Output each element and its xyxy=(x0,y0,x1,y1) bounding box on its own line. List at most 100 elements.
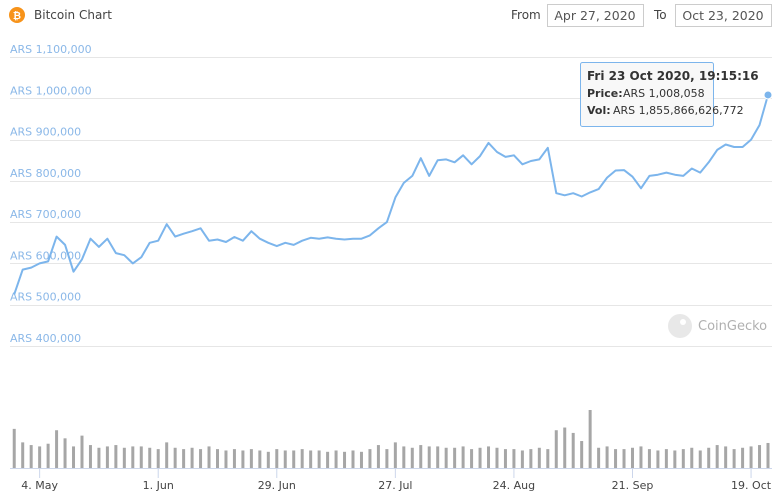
volume-bar xyxy=(139,446,143,468)
volume-bar xyxy=(503,449,507,468)
volume-bar xyxy=(249,449,253,468)
volume-bar xyxy=(309,450,313,468)
bitcoin-symbol: ₿ xyxy=(13,10,21,22)
volume-bar xyxy=(690,447,694,468)
y-tick-label: ARS 900,000 xyxy=(10,126,81,139)
volume-bar xyxy=(215,449,219,468)
volume-bar xyxy=(741,447,745,468)
x-tick-label: 4. May xyxy=(21,479,58,492)
volume-bar xyxy=(478,447,482,468)
x-tick-label: 1. Jun xyxy=(143,479,174,492)
volume-bar xyxy=(715,445,719,468)
volume-bar xyxy=(681,449,685,468)
y-tick-label: ARS 500,000 xyxy=(10,291,81,304)
volume-bar xyxy=(749,446,753,468)
volume-bar xyxy=(182,449,186,468)
volume-bar xyxy=(326,451,330,468)
volume-bar xyxy=(207,446,211,468)
volume-bar xyxy=(410,447,414,468)
x-tick-label: 29. Jun xyxy=(258,479,296,492)
volume-bar xyxy=(334,450,338,468)
volume-bar xyxy=(427,446,431,468)
volume-bar xyxy=(29,445,33,468)
volume-bar xyxy=(673,450,677,468)
tooltip-price-label: Price: xyxy=(587,87,623,100)
volume-bar xyxy=(707,447,711,468)
volume-bar xyxy=(224,450,228,468)
volume-bar xyxy=(385,449,389,468)
volume-bar xyxy=(419,445,423,468)
from-label: From xyxy=(511,8,541,22)
volume-bar xyxy=(487,446,491,468)
volume-bar xyxy=(546,449,550,468)
volume-bar xyxy=(605,446,609,468)
volume-bar xyxy=(758,445,762,468)
volume-bar xyxy=(199,449,203,468)
volume-bar xyxy=(444,447,448,468)
tooltip: Fri 23 Oct 2020, 19:15:16 Price: ARS 1,0… xyxy=(580,62,759,127)
volume-bar xyxy=(639,446,643,468)
volume-bar xyxy=(656,450,660,468)
y-tick-label: ARS 1,100,000 xyxy=(10,43,92,56)
volume-bar xyxy=(148,447,152,468)
volume-bar xyxy=(470,449,474,468)
x-tick-label: 19. Oct xyxy=(731,479,772,492)
tooltip-vol: ARS 1,855,866,626,772 xyxy=(613,104,744,117)
y-tick-label: ARS 700,000 xyxy=(10,208,81,221)
volume-bar xyxy=(495,447,499,468)
volume-bar xyxy=(258,450,262,468)
volume-bar xyxy=(80,435,84,468)
volume-bar xyxy=(72,446,76,468)
tooltip-vol-label: Vol: xyxy=(587,104,611,117)
volume-bar xyxy=(190,447,194,468)
volume-bar xyxy=(563,427,567,468)
volume-bar xyxy=(512,449,516,468)
volume-bar xyxy=(453,447,457,468)
volume-bar xyxy=(12,428,16,468)
volume-bar xyxy=(105,446,109,468)
volume-bar xyxy=(241,450,245,468)
volume-bar xyxy=(393,442,397,468)
bitcoin-icon xyxy=(9,7,25,23)
from-date: Apr 27, 2020 xyxy=(554,8,635,23)
volume-bar xyxy=(529,449,533,468)
to-input[interactable] xyxy=(675,4,772,27)
volume-bar xyxy=(402,446,406,468)
tooltip-box xyxy=(580,62,714,127)
y-tick-label: ARS 800,000 xyxy=(10,167,81,180)
volume-bar xyxy=(461,446,465,468)
coingecko-logo xyxy=(668,314,692,338)
y-tick-label: ARS 1,000,000 xyxy=(10,84,92,97)
volume-bar xyxy=(114,445,118,468)
volume-bar xyxy=(537,447,541,468)
x-tick-label: 27. Jul xyxy=(378,479,412,492)
volume-bar xyxy=(283,450,287,468)
volume-bar xyxy=(614,449,618,468)
to-date: Oct 23, 2020 xyxy=(682,8,763,23)
volume-bar xyxy=(292,450,296,468)
header: ₿ Bitcoin Chart From Apr 27, 2020 To Oct… xyxy=(9,4,772,27)
tooltip-price: ARS 1,008,058 xyxy=(623,87,705,100)
chart-title: Bitcoin Chart xyxy=(34,8,112,22)
volume-bar xyxy=(571,432,575,468)
coingecko-eye xyxy=(680,319,686,325)
volume-bar xyxy=(436,446,440,468)
from-input[interactable] xyxy=(547,4,644,27)
volume-bar xyxy=(55,430,59,468)
volume-bar xyxy=(122,447,126,468)
volume-bar xyxy=(266,451,270,468)
volume-bar xyxy=(300,449,304,468)
volume-bars xyxy=(12,410,770,468)
volume-bar xyxy=(630,447,634,468)
volume-bar xyxy=(647,449,651,468)
volume-bar xyxy=(724,446,728,468)
volume-bar xyxy=(165,442,169,468)
volume-bar xyxy=(664,449,668,468)
volume-bar xyxy=(588,410,592,468)
volume-bar xyxy=(131,446,135,468)
plot xyxy=(13,90,773,295)
watermark-text: CoinGecko xyxy=(698,319,767,334)
volume-bar xyxy=(554,430,558,468)
y-tick-label: ARS 600,000 xyxy=(10,249,81,262)
